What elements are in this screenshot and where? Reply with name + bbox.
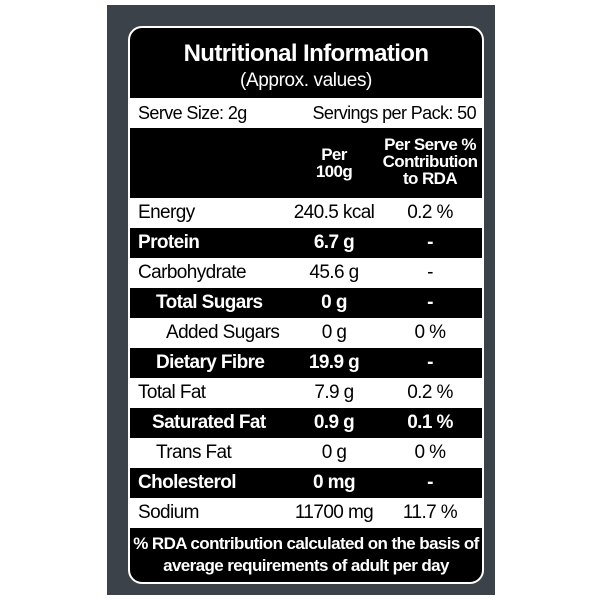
- nutrient-name: Total Sugars: [156, 292, 263, 313]
- rda-percent: 0.2 %: [407, 382, 453, 403]
- rda-percent: 11.7 %: [402, 502, 458, 523]
- header-cell: Per 100g: [290, 128, 378, 198]
- table-row: Carbohydrate 45.6 g -: [130, 258, 482, 288]
- table-body: Energy 240.5 kcal 0.2 % Protein 6.7 g - Carboh…: [130, 198, 482, 528]
- serving-row: Serve Size: 2g Servings per Pack: 50: [130, 98, 482, 128]
- table-row: Energy 240.5 kcal 0.2 %: [130, 198, 482, 228]
- per-100g: 0 g: [321, 322, 347, 343]
- per-100g: 11700 mg: [294, 502, 374, 523]
- table-row: Added Sugars 0 g 0 %: [130, 318, 482, 348]
- rda-percent: 0 %: [414, 322, 447, 343]
- nutrient-name: Sodium: [138, 502, 199, 523]
- table-row: Protein 6.7 g -: [130, 228, 482, 258]
- rda-percent: -: [427, 232, 433, 253]
- title: Nutritional Information: [183, 40, 429, 67]
- table-row: Total Fat 7.9 g 0.2 %: [130, 378, 482, 408]
- table-row: Dietary Fibre 19.9 g -: [130, 348, 482, 378]
- table-row: Sodium 11700 mg 11.7 %: [130, 498, 482, 528]
- rda-percent: 0.2 %: [407, 202, 453, 223]
- subtitle: (Approx. values): [240, 70, 372, 91]
- nutrient-name: Trans Fat: [156, 442, 232, 463]
- per-100g: 240.5 kcal: [293, 202, 375, 223]
- per-100g: 0 g: [321, 292, 347, 313]
- nutrient-name: Protein: [138, 232, 200, 253]
- table-header: Per 100g Per Serve % Contribution to RDA: [130, 128, 482, 198]
- per-100g: 6.7 g: [313, 232, 355, 253]
- nutrient-name: Added Sugars: [166, 322, 280, 343]
- per-100g: 19.9 g: [308, 352, 360, 373]
- per-100g: 45.6 g: [309, 262, 359, 283]
- nutrient-name: Dietary Fibre: [156, 352, 265, 373]
- table-row: Trans Fat 0 g 0 %: [130, 438, 482, 468]
- per-100g: 0.9 g: [313, 412, 355, 433]
- servings: Servings per Pack: 50: [312, 102, 477, 123]
- nutrient-name: Saturated Fat: [152, 412, 266, 433]
- title-box: Nutritional Information (Approx. values): [130, 28, 482, 98]
- nutrition-label: Nutritional Information (Approx. values)…: [128, 26, 484, 584]
- table-row: Saturated Fat 0.9 g 0.1 %: [130, 408, 482, 438]
- serve-size: Serve Size: 2g: [138, 102, 247, 123]
- rda-percent: -: [427, 262, 433, 283]
- rda-percent: -: [427, 472, 433, 493]
- header-text: Per 100g: [315, 145, 353, 181]
- per-100g: 0 mg: [313, 472, 356, 493]
- nutrient-name: Cholesterol: [138, 472, 237, 493]
- per-100g: 7.9 g: [314, 382, 354, 403]
- nutrient-name: Energy: [138, 202, 195, 223]
- rda-percent: 0 %: [414, 442, 447, 463]
- table-row: Cholesterol 0 mg -: [130, 468, 482, 498]
- footer-note: % RDA contribution calculated on the bas…: [133, 534, 479, 575]
- per-100g: 0 g: [321, 442, 347, 463]
- nutrient-name: Carbohydrate: [138, 262, 247, 283]
- header-cell: Per Serve % Contribution to RDA: [382, 135, 478, 188]
- rda-percent: -: [427, 352, 433, 373]
- rda-percent: 0.1 %: [407, 412, 453, 433]
- rda-percent: -: [427, 292, 433, 313]
- table-row: Total Sugars 0 g -: [130, 288, 482, 318]
- nutrient-name: Total Fat: [138, 382, 206, 403]
- header-spacer: [130, 128, 290, 198]
